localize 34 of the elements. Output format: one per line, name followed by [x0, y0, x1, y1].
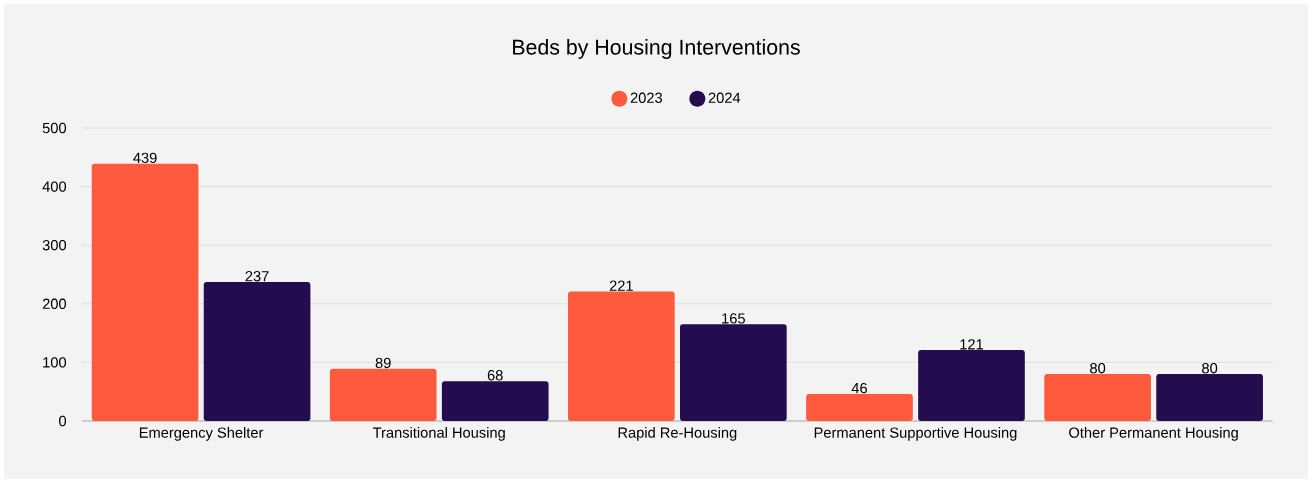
- data-label: 80: [1090, 363, 1106, 374]
- bar: [806, 394, 913, 421]
- data-label: 221: [609, 280, 633, 291]
- bar: [680, 324, 787, 421]
- bar: [203, 282, 311, 421]
- y-tick-label: 200: [42, 298, 67, 309]
- bar: [329, 368, 437, 421]
- data-label: 439: [133, 152, 157, 164]
- data-label: 80: [1202, 363, 1218, 374]
- x-tick-label: Transitional Housing: [372, 427, 505, 441]
- data-label: 165: [722, 313, 745, 324]
- chart-title: Beds by Housing Interventions: [513, 39, 800, 59]
- bar: [1044, 374, 1151, 421]
- data-label: 68: [487, 370, 503, 381]
- x-tick-label: Permanent Supportive Housing: [814, 427, 1017, 441]
- y-tick-label: 100: [43, 357, 67, 368]
- y-tick-label: 0: [59, 415, 67, 427]
- y-tick-label: 400: [42, 181, 67, 192]
- bar: [91, 163, 199, 421]
- bar: [1156, 374, 1263, 421]
- data-label: 46: [851, 382, 867, 394]
- x-tick-label: Rapid Re-Housing: [618, 427, 737, 441]
- x-tick-label: Other Permanent Housing: [1069, 427, 1238, 441]
- bar: [441, 381, 549, 421]
- bar: [568, 291, 675, 421]
- legend-label: 2023: [630, 92, 663, 103]
- bar: [918, 350, 1025, 421]
- legend-label: 2024: [708, 92, 741, 103]
- y-tick-label: 500: [42, 122, 67, 134]
- data-label: 89: [375, 357, 391, 369]
- y-tick-label: 300: [42, 240, 67, 251]
- data-label: 121: [960, 339, 983, 350]
- x-tick-label: Emergency Shelter: [139, 427, 264, 441]
- data-label: 237: [245, 271, 269, 282]
